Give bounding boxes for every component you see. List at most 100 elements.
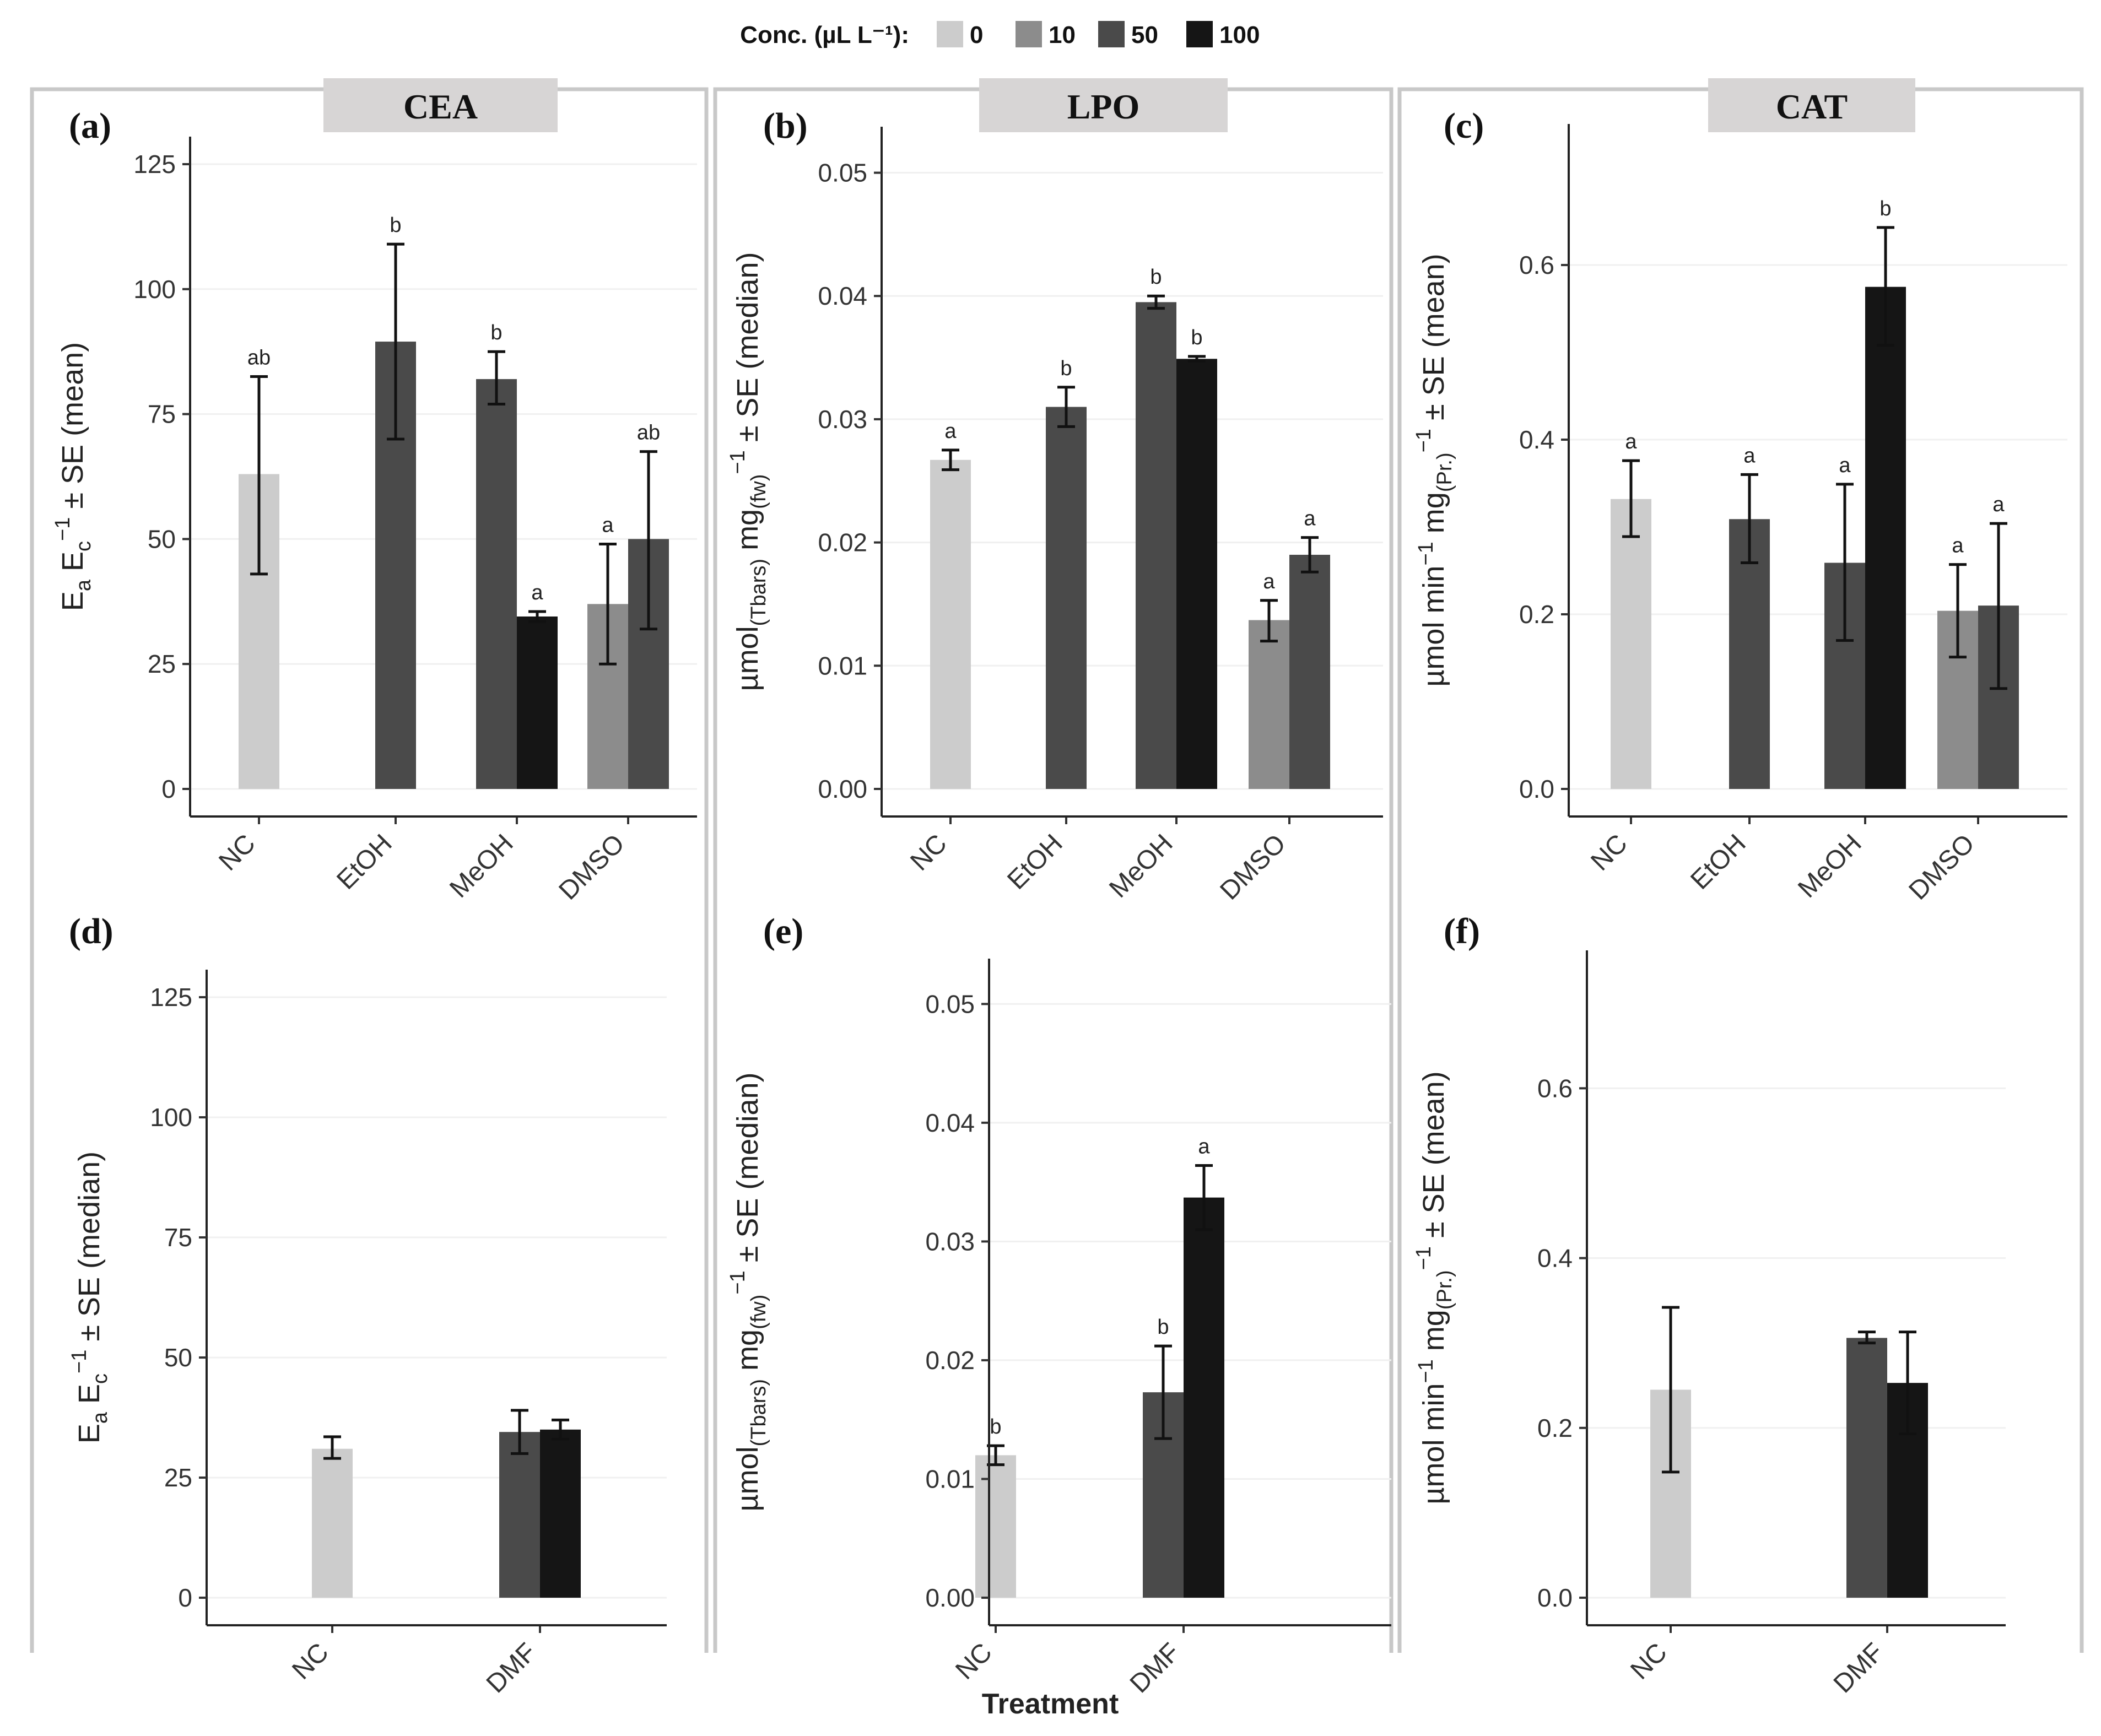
legend-swatch-10	[1016, 21, 1042, 47]
y-axis-label: Ea Ec−1 ± SE (mean)	[51, 342, 95, 611]
panels: abNCbEtOHbaMeOHaabDMSO0255075100125(a)Ea…	[51, 106, 2067, 1699]
y-tick-label: 0	[178, 1583, 192, 1612]
y-tick-label: 0.03	[818, 405, 867, 434]
y-tick-label: 25	[164, 1463, 192, 1492]
x-tick-label: DMF	[1125, 1637, 1186, 1699]
x-tick-label: NC	[213, 829, 261, 876]
significance-label: b	[390, 214, 401, 237]
significance-label: a	[1263, 570, 1275, 593]
y-tick-label: 0	[161, 775, 176, 803]
significance-label: a	[531, 581, 543, 604]
panel-title: LPO	[1067, 87, 1140, 126]
x-tick-label: DMSO	[1214, 829, 1291, 905]
significance-label: b	[1060, 357, 1072, 380]
significance-label: a	[1625, 430, 1637, 453]
x-tick-label: EtOH	[1002, 829, 1068, 895]
x-tick-label: NC	[1585, 829, 1633, 876]
panel-c: a NC a EtOH a b MeOH a a DMSO 0.0 0.2 0.4 0.6 (c) µmol …	[1412, 106, 2067, 906]
significance-label: a	[1198, 1135, 1210, 1158]
panel-frame-3	[1397, 87, 2084, 1653]
bar	[1176, 359, 1217, 789]
y-tick-label: 0.0	[1537, 1583, 1573, 1612]
significance-label: b	[990, 1415, 1001, 1438]
significance-label: b	[1157, 1316, 1169, 1339]
panel-title: CAT	[1776, 87, 1848, 126]
panel-letter: (e)	[763, 911, 803, 951]
y-axis-label: µmol(Tbars) mg(fw)−1 ± SE (median)	[726, 1072, 770, 1511]
panel-letter: (c)	[1444, 106, 1484, 146]
panel-e: b NC b a DMF 0.00 0.01 0.02 0.03 0.04 0.05 (e) µmol(…	[726, 911, 1391, 1699]
significance-label: a	[602, 513, 614, 537]
y-tick-label: 100	[133, 275, 176, 304]
significance-label: b	[490, 321, 502, 344]
legend-swatch-50	[1098, 21, 1125, 47]
panel-title-badge	[1708, 78, 1915, 132]
bar	[1611, 499, 1651, 789]
significance-label: a	[1992, 493, 2005, 516]
y-tick-label: 75	[148, 400, 176, 429]
x-tick-label: NC	[287, 1637, 334, 1685]
y-tick-label: 0.05	[925, 989, 975, 1018]
significance-label: b	[1191, 326, 1202, 349]
bar	[499, 1432, 540, 1598]
y-tick-label: 0.6	[1519, 251, 1554, 279]
y-tick-label: 0.01	[925, 1464, 975, 1493]
y-axis-label: Ea Ec−1 ± SE (median)	[68, 1151, 112, 1443]
y-tick-label: 75	[164, 1223, 192, 1252]
y-tick-label: 0.2	[1537, 1414, 1573, 1442]
y-tick-label: 0.05	[818, 159, 867, 187]
x-tick-label: DMF	[481, 1637, 542, 1699]
bar	[1846, 1338, 1887, 1598]
legend-swatch-100	[1186, 21, 1213, 47]
panel-frame-2	[713, 87, 1394, 1653]
bar	[540, 1429, 581, 1598]
panel-letter: (b)	[763, 106, 808, 146]
y-tick-label: 0.4	[1519, 425, 1554, 454]
y-tick-label: 0.03	[925, 1227, 975, 1256]
y-tick-label: 0.04	[818, 282, 867, 310]
legend-title: Conc. (µL L⁻¹):	[740, 21, 909, 48]
significance-label: ab	[247, 347, 271, 370]
x-tick-label: EtOH	[331, 829, 397, 895]
bar	[1865, 286, 1906, 789]
bar	[975, 1455, 1016, 1598]
legend-label-50: 50	[1131, 21, 1158, 48]
y-tick-label: 0.02	[818, 528, 867, 557]
x-tick-label: DMSO	[1903, 829, 1980, 905]
y-tick-label: 0.00	[818, 775, 867, 803]
y-tick-label: 0.4	[1537, 1244, 1573, 1273]
legend-label-100: 100	[1219, 21, 1260, 48]
panel-title: CEA	[403, 87, 478, 126]
x-tick-label: DMSO	[553, 829, 630, 905]
bar	[312, 1448, 353, 1598]
significance-label: a	[1952, 534, 1964, 558]
y-tick-label: 0.6	[1537, 1074, 1573, 1102]
legend: Conc. (µL L⁻¹): 0 10 50 100	[740, 21, 1260, 48]
bar	[1249, 620, 1289, 789]
y-tick-label: 0.0	[1519, 775, 1554, 803]
y-tick-label: 125	[150, 983, 192, 1012]
y-tick-label: 50	[164, 1343, 192, 1372]
significance-label: a	[1304, 507, 1316, 531]
significance-label: b	[1150, 266, 1162, 289]
legend-swatch-0	[937, 21, 963, 47]
panel-b: a NC b EtOH b b MeOH a a DMSO 0.00 0.01 0.02 0.03 0.04…	[726, 106, 1383, 906]
significance-label: a	[944, 420, 957, 443]
y-tick-label: 50	[148, 524, 176, 553]
significance-label: b	[1879, 197, 1891, 220]
bar	[1136, 302, 1176, 789]
panel-title-badge	[323, 78, 558, 132]
bar	[1289, 554, 1330, 789]
x-tick-label: MeOH	[1104, 829, 1179, 904]
x-tick-label: EtOH	[1685, 829, 1751, 895]
bar	[1184, 1197, 1224, 1598]
x-tick-label: NC	[905, 829, 952, 876]
bar	[476, 379, 517, 789]
y-tick-label: 0.00	[925, 1583, 975, 1612]
y-axis-label: µmol min−1 mg(Pr.)−1 ± SE (mean)	[1412, 253, 1456, 686]
y-tick-label: 125	[133, 150, 176, 179]
panel-a: ab NC b EtOH b a MeOH a ab DMSO 0 25 50 75 100 125 (a) Ea…	[51, 106, 697, 906]
x-tick-label: NC	[1625, 1637, 1672, 1685]
x-tick-label: MeOH	[444, 829, 519, 904]
